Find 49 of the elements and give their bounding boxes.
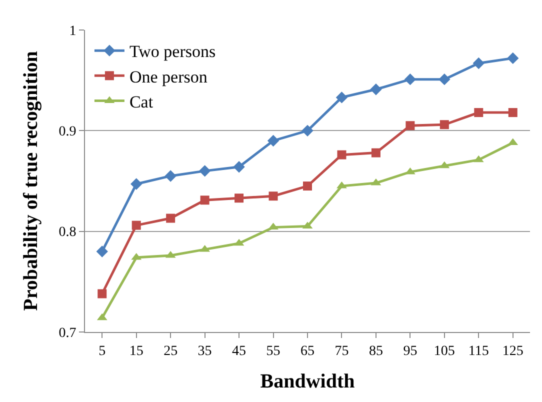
x-tick-label: 105	[434, 344, 455, 359]
y-tick-label: 0.7	[58, 326, 76, 341]
point	[200, 196, 210, 205]
y-tick-label: 0.9	[58, 124, 76, 140]
x-tick-label: 5	[98, 344, 106, 359]
point	[440, 120, 449, 130]
x-tick-label: 55	[266, 344, 280, 359]
y-axis-title: Probability of true recognition	[20, 51, 42, 311]
point	[438, 73, 450, 86]
point	[130, 178, 142, 190]
x-axis-title: Bandwidth	[260, 370, 355, 392]
x-tick-label: 115	[468, 344, 489, 359]
point	[234, 194, 244, 203]
point	[371, 148, 380, 158]
point	[233, 161, 245, 173]
x-tick-label: 65	[300, 344, 314, 359]
point	[98, 289, 107, 298]
point	[267, 134, 280, 147]
point	[268, 192, 278, 201]
point	[132, 220, 141, 230]
x-tick-label: 95	[403, 344, 418, 359]
point	[474, 108, 484, 118]
point	[198, 165, 211, 177]
point	[337, 150, 346, 160]
x-tick-label: 75	[334, 344, 349, 359]
y-tick-label: 1	[69, 24, 76, 39]
x-tick-label: 45	[232, 344, 246, 359]
point	[336, 92, 348, 104]
point	[507, 52, 519, 64]
point	[370, 84, 382, 96]
point	[404, 73, 416, 86]
point	[472, 57, 484, 70]
point	[268, 222, 278, 230]
x-tick-label: 125	[502, 344, 524, 359]
point	[96, 246, 108, 258]
point	[164, 170, 176, 182]
x-tick-label: 25	[164, 344, 178, 359]
legend-label: Two persons	[129, 42, 216, 62]
x-tick-label: 35	[198, 344, 212, 359]
point	[166, 214, 176, 223]
point	[406, 121, 415, 130]
legend-label: Cat	[129, 92, 154, 112]
point	[303, 182, 312, 191]
point	[508, 108, 518, 118]
x-tick-label: 85	[368, 344, 383, 359]
point	[302, 124, 314, 137]
y-tick-label: 0.8	[58, 225, 76, 240]
x-tick-label: 15	[129, 344, 144, 359]
legend-label: One person	[129, 67, 208, 86]
